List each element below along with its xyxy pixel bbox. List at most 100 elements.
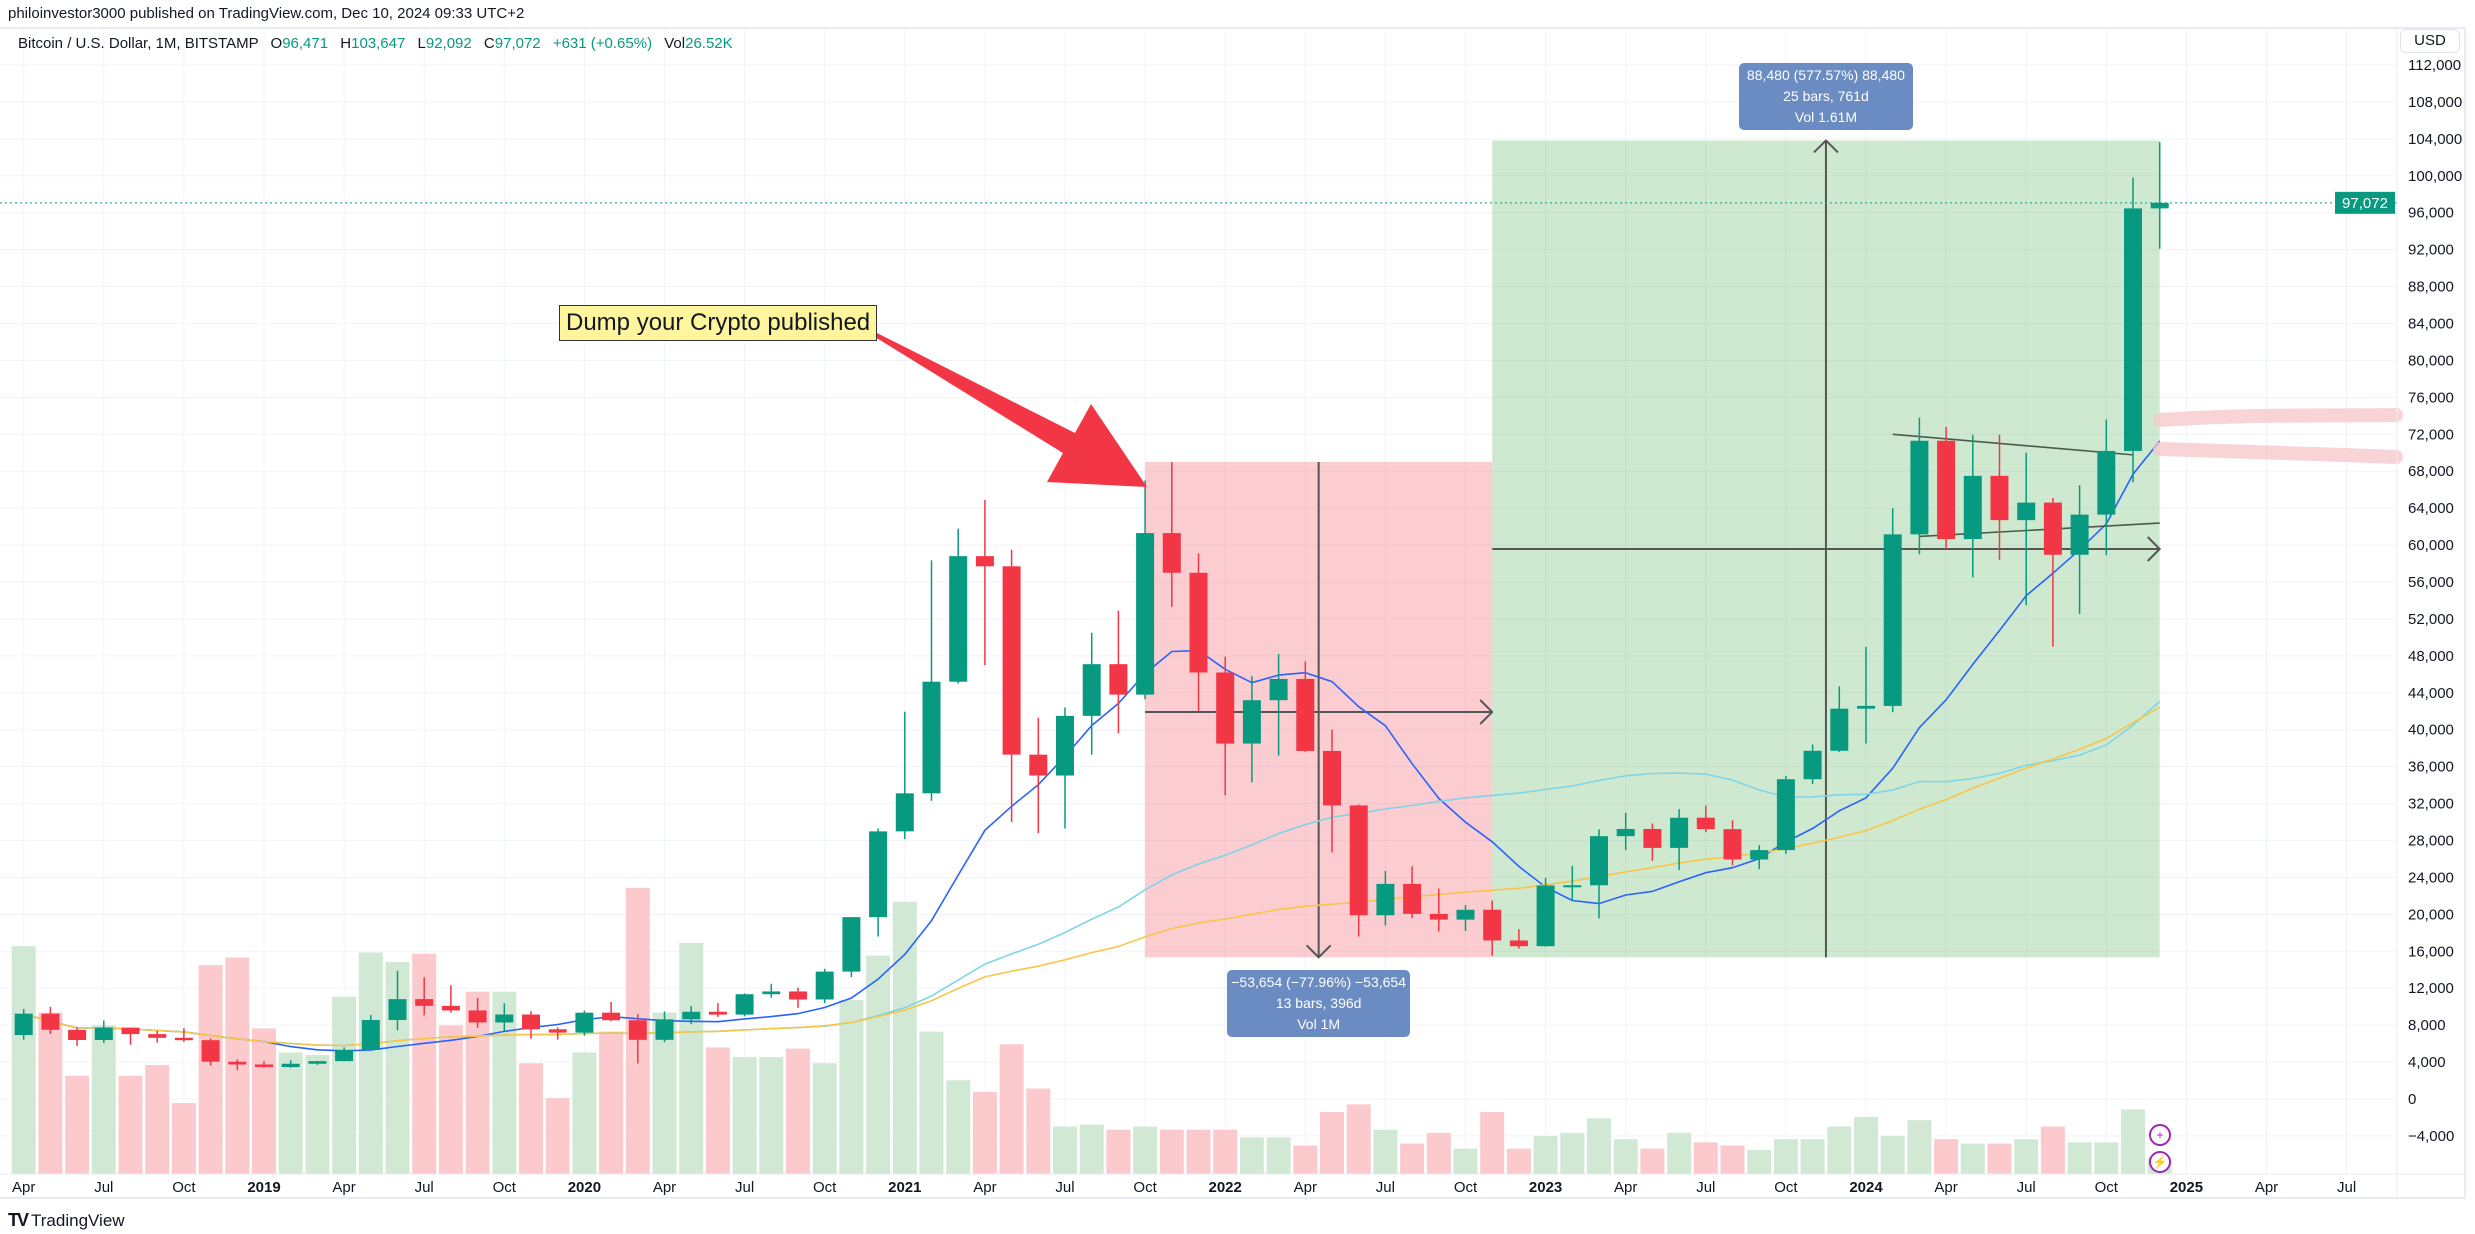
volume-value: 26.52K [685, 35, 733, 52]
volume-bar [118, 1075, 143, 1174]
candle-body [1456, 909, 1475, 920]
time-tick-label: Apr [332, 1179, 355, 1196]
time-tick-label: Apr [1934, 1179, 1957, 1196]
candle-body [1136, 533, 1155, 695]
volume-bar [91, 1025, 116, 1174]
candle [1963, 434, 1982, 578]
volume-bar [1560, 1132, 1585, 1174]
candle [1483, 900, 1502, 956]
time-tick-label: Oct [813, 1179, 837, 1196]
candle-body [815, 971, 834, 1000]
candle-body [1483, 909, 1502, 941]
volume-bar [1026, 1088, 1051, 1174]
volume-bar [1346, 1104, 1371, 1174]
volume-bar [2067, 1142, 2092, 1174]
candle-body [548, 1029, 567, 1033]
candle [2017, 452, 2036, 606]
candle-body [228, 1061, 247, 1065]
candle-body [201, 1040, 220, 1062]
price-tick-label: 84,000 [2408, 316, 2454, 333]
candle [735, 993, 754, 1017]
volume-bar [1800, 1139, 1825, 1174]
candle [1136, 480, 1155, 700]
volume-bar [358, 952, 383, 1174]
candle [522, 1011, 540, 1039]
volume-bar [786, 1048, 810, 1174]
time-tick-label: 2025 [2170, 1179, 2203, 1196]
candle [94, 1020, 113, 1043]
candle-body [602, 1012, 621, 1021]
dump-crypto-callout[interactable]: Dump your Crypto published [559, 305, 878, 341]
candle-body [1910, 440, 1929, 535]
candle [1563, 865, 1582, 902]
time-tick-label: 2024 [1849, 1179, 1883, 1196]
candle-body [1723, 829, 1742, 860]
volume-bar [1079, 1124, 1104, 1174]
candle [121, 1027, 140, 1045]
volume-bar [1640, 1148, 1665, 1174]
volume-bar [1106, 1129, 1131, 1174]
pink-highlight-upper [2153, 408, 2403, 427]
volume-bar [332, 996, 357, 1174]
candle [1109, 610, 1128, 734]
candle-body [975, 556, 994, 567]
time-tick-label: 2023 [1529, 1179, 1562, 1196]
candle-body [1082, 664, 1101, 716]
time-tick-label: Jul [1376, 1179, 1395, 1196]
time-tick-label: Apr [1614, 1179, 1637, 1196]
volume-bar [545, 1098, 570, 1174]
last-price-line: 97,072 [0, 191, 2397, 214]
volume-bar [1186, 1129, 1211, 1174]
candle-body [1750, 850, 1769, 860]
candle-body [335, 1049, 354, 1062]
plus-circle-icon[interactable]: + [2149, 1124, 2171, 1146]
volume-bar [1773, 1139, 1798, 1174]
arrowhead-icon [1479, 699, 1494, 725]
candle [2070, 485, 2089, 614]
volume-bar [2094, 1142, 2119, 1174]
candle-body [255, 1064, 273, 1068]
candle [575, 1010, 594, 1036]
candle-body [1857, 705, 1875, 709]
volume-bar [866, 955, 891, 1174]
arrowhead-icon [2146, 536, 2162, 562]
candle-body [441, 1005, 460, 1011]
symbol-name[interactable]: Bitcoin / U.S. Dollar, 1M, BITSTAMP [18, 35, 259, 52]
candle [602, 1002, 621, 1021]
currency-button[interactable]: USD [2400, 29, 2460, 53]
volume-bars [11, 887, 2172, 1174]
lightning-icon[interactable]: ⚡ [2149, 1151, 2171, 1173]
time-tick-label: 2022 [1209, 1179, 1242, 1196]
candle-body [14, 1013, 33, 1036]
candle [975, 499, 994, 666]
candle-body [361, 1019, 380, 1050]
price-tick-label: 44,000 [2408, 685, 2454, 702]
candle-body [1963, 475, 1982, 540]
highlight-strokes [2153, 408, 2403, 464]
candle [2043, 497, 2062, 647]
candle [495, 1003, 514, 1032]
candle-body [415, 999, 434, 1006]
candle [682, 1006, 701, 1025]
price-tick-label: 12,000 [2408, 980, 2454, 997]
volume-bar [1960, 1143, 1985, 1174]
price-tick-label: 20,000 [2408, 906, 2454, 923]
volume-bar [1720, 1145, 1745, 1174]
time-tick-label: Jul [1696, 1179, 1715, 1196]
volume-bar [1854, 1117, 1878, 1174]
price-tick-label: 16,000 [2408, 943, 2454, 960]
tradingview-logo[interactable]: TV TradingView [8, 1210, 125, 1230]
candle [1429, 888, 1448, 932]
candle-body [762, 991, 781, 995]
time-tick-label: Apr [2255, 1179, 2278, 1196]
candle-body [1002, 566, 1021, 755]
time-tick-label: 2021 [888, 1179, 921, 1196]
volume-bar [599, 1031, 624, 1174]
candle-body [1429, 913, 1448, 920]
candle-body [708, 1011, 727, 1015]
candle [1696, 805, 1715, 833]
time-tick-label: Oct [493, 1179, 517, 1196]
candle-body [1536, 885, 1555, 947]
candle-body [495, 1014, 514, 1023]
